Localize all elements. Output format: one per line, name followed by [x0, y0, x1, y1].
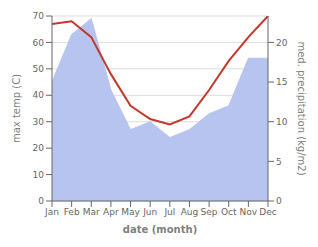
- svg-text:Jun: Jun: [142, 207, 157, 217]
- svg-text:60: 60: [33, 38, 45, 48]
- svg-text:Oct: Oct: [221, 207, 237, 217]
- svg-text:Sep: Sep: [201, 207, 218, 217]
- svg-text:40: 40: [33, 90, 45, 100]
- svg-text:date (month): date (month): [123, 224, 197, 235]
- svg-text:Feb: Feb: [64, 207, 80, 217]
- svg-text:70: 70: [33, 11, 45, 21]
- svg-text:0: 0: [38, 196, 44, 206]
- svg-text:10: 10: [33, 170, 45, 180]
- svg-text:50: 50: [33, 64, 45, 74]
- svg-text:Mar: Mar: [83, 207, 100, 217]
- svg-text:Jul: Jul: [163, 207, 175, 217]
- svg-text:med. precipitation (kg/m2): med. precipitation (kg/m2): [296, 41, 307, 175]
- svg-text:Nov: Nov: [240, 207, 258, 217]
- svg-text:Apr: Apr: [103, 207, 119, 217]
- svg-text:max temp (C): max temp (C): [11, 74, 22, 143]
- svg-text:May: May: [121, 207, 140, 217]
- svg-text:10: 10: [276, 117, 288, 127]
- svg-text:15: 15: [276, 77, 287, 87]
- svg-text:0: 0: [276, 196, 282, 206]
- svg-text:5: 5: [276, 157, 282, 167]
- svg-text:Aug: Aug: [181, 207, 199, 217]
- svg-text:30: 30: [33, 117, 45, 127]
- svg-text:20: 20: [276, 38, 288, 48]
- svg-text:Jan: Jan: [44, 207, 59, 217]
- svg-text:Dec: Dec: [259, 207, 276, 217]
- svg-text:20: 20: [33, 143, 45, 153]
